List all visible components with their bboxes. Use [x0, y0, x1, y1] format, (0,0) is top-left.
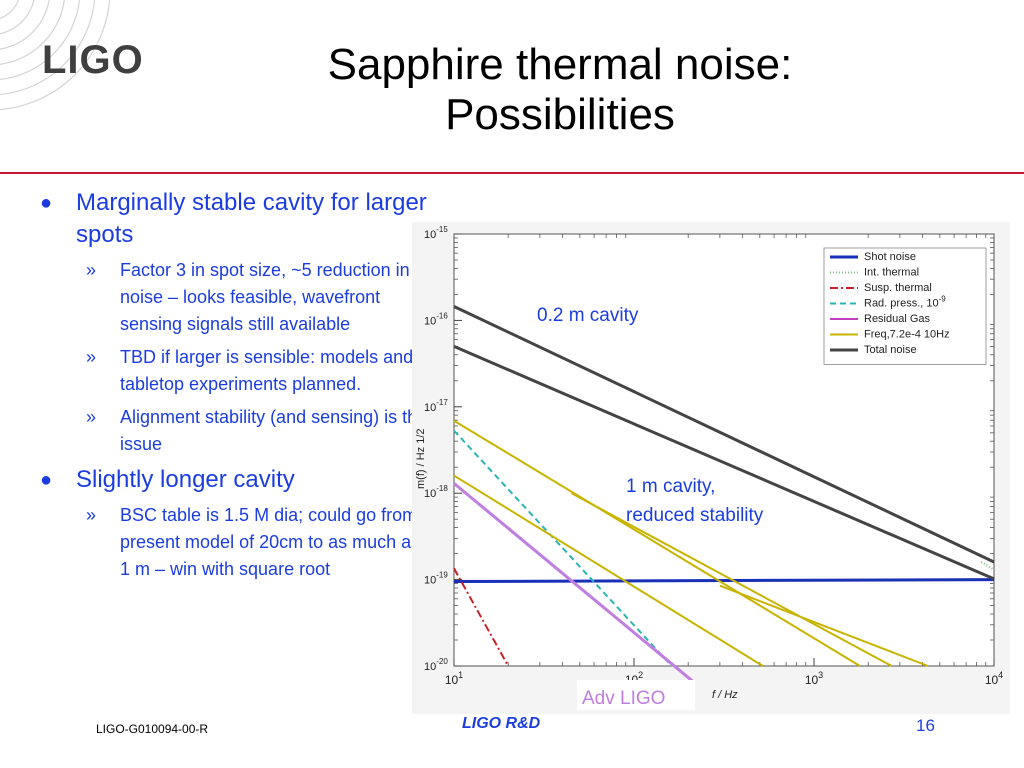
sub-bullet: » Alignment stability (and sensing) is t…: [40, 404, 430, 458]
sub-bullet-text: BSC table is 1.5 M dia; could go from pr…: [120, 505, 421, 579]
bullet-dot: ●: [40, 469, 53, 491]
legend-label: Int. thermal: [864, 267, 919, 279]
page-title: Sapphire thermal noise: Possibilities: [230, 40, 890, 140]
title-line-1: Sapphire thermal noise:: [327, 40, 793, 89]
legend-label: Residual Gas: [864, 313, 931, 325]
annotation-1m-cavity-line1: 1 m cavity,: [626, 476, 715, 497]
sub-bullet-text: TBD if larger is sensible: models and ta…: [120, 347, 414, 394]
bullet-list: ● Marginally stable cavity for larger sp…: [40, 187, 430, 589]
series-line-susp-thermal: [453, 567, 510, 667]
footer-doc-id: LIGO-G010094-00-R: [96, 722, 209, 736]
x-tick-label: 104: [985, 670, 1003, 687]
adv-ligo-line: [453, 482, 695, 684]
sub-bullet-marker: »: [86, 260, 97, 280]
title-line-2: Possibilities: [445, 90, 675, 139]
annotation-1m-cavity-line2: reduced stability: [626, 505, 764, 526]
x-axis-label: f / Hz: [712, 689, 738, 701]
bullet-text: Slightly longer cavity: [76, 466, 295, 493]
series-line-freq-7-2e-4-10hz: [453, 419, 861, 667]
x-tick-label: 101: [445, 670, 463, 687]
series-line-freq-7-2e-4-10hz: [719, 584, 929, 667]
y-axis-label: m(f) / Hz 1/2: [415, 428, 427, 489]
y-tick-label: 10-15: [424, 225, 448, 241]
footer-center-label: LIGO R&D: [462, 715, 541, 732]
annotation-0-2m-cavity: 0.2 m cavity: [537, 305, 639, 326]
legend-label: Shot noise: [864, 251, 916, 263]
series-line-total-noise: [453, 345, 995, 581]
y-tick-label: 10-16: [424, 311, 448, 327]
y-tick-label: 10-20: [424, 657, 448, 673]
series-line-shot-noise: [453, 578, 995, 584]
legend-label: Susp. thermal: [864, 282, 932, 294]
series-line-int-thermal: [980, 561, 995, 571]
legend-label: Rad. press., 10-9: [864, 295, 946, 310]
legend-box: [823, 247, 987, 365]
sub-bullet-marker: »: [86, 347, 97, 367]
y-tick-label: 10-18: [424, 484, 448, 500]
series-line-total-noise: [453, 305, 995, 564]
sub-bullet-text: Alignment stability (and sensing) is the…: [120, 407, 428, 454]
adv-ligo-label: Adv LIGO: [582, 688, 665, 709]
y-tick-label: 10-17: [424, 398, 448, 414]
x-tick-label: 103: [805, 670, 823, 687]
sub-bullet-marker: »: [86, 407, 97, 427]
sub-bullet: » TBD if larger is sensible: models and …: [40, 344, 430, 398]
series-line-freq-7-2e-4-10hz: [571, 492, 893, 667]
sub-bullet-marker: »: [86, 505, 97, 525]
sub-bullet-text: Factor 3 in spot size, ~5 reduction in n…: [120, 260, 410, 334]
ligo-logo: LIGO: [42, 38, 144, 82]
noise-chart: 10110210310410-1510-1610-1710-1810-1910-…: [412, 222, 1010, 714]
legend-label: Total noise: [864, 344, 917, 356]
adv-ligo-label-bg: [577, 680, 695, 710]
bullet-marginally-stable: ● Marginally stable cavity for larger sp…: [40, 187, 430, 251]
y-tick-label: 10-19: [424, 571, 448, 587]
sub-bullet: » BSC table is 1.5 M dia; could go from …: [40, 502, 430, 583]
bullet-longer-cavity: ● Slightly longer cavity: [40, 464, 430, 496]
series-line-rad-press-10: [453, 429, 673, 667]
series-line-freq-7-2e-4-10hz: [453, 474, 764, 667]
bullet-text: Marginally stable cavity for larger spot…: [76, 189, 427, 248]
page-number: 16: [916, 716, 935, 735]
legend-label: Freq,7.2e-4 10Hz: [864, 329, 950, 341]
sub-bullet: » Factor 3 in spot size, ~5 reduction in…: [40, 257, 430, 338]
title-divider: [0, 172, 1024, 174]
bullet-dot: ●: [40, 192, 53, 214]
